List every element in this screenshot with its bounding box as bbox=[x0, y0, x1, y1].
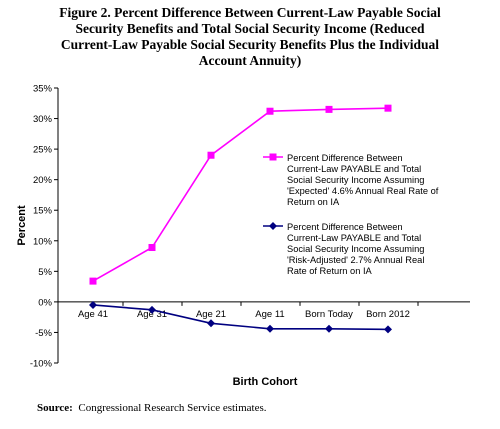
y-tick-label: 25% bbox=[33, 145, 53, 156]
series-line bbox=[92, 304, 389, 331]
figure-title-line: Current-Law Payable Social Security Bene… bbox=[60, 37, 440, 52]
y-tick-label: 35% bbox=[33, 84, 53, 95]
data-point bbox=[325, 105, 333, 113]
y-tick-label: 0% bbox=[38, 297, 52, 308]
y-axis-title: Percent bbox=[16, 205, 28, 246]
data-point bbox=[207, 319, 215, 328]
legend-label: 'Expected' 4.6% Annual Real Rate of bbox=[287, 186, 439, 196]
legend-label: Rate of Return on IA bbox=[287, 266, 373, 276]
y-tick-label: 10% bbox=[33, 236, 53, 247]
y-tick-label: -5% bbox=[35, 328, 52, 339]
source-note: Source: Congressional Research Service e… bbox=[37, 402, 267, 414]
y-tick-label: 20% bbox=[33, 175, 53, 186]
x-tick-label: Age 41 bbox=[78, 309, 108, 320]
legend-label: Social Security Income Assuming bbox=[287, 244, 424, 254]
legend-label: 'Risk-Adjusted' 2.7% Annual Real bbox=[287, 255, 424, 265]
x-tick-label: Born 2012 bbox=[366, 309, 410, 320]
figure-title-line: Figure 2. Percent Difference Between Cur… bbox=[59, 5, 441, 20]
data-point bbox=[325, 324, 333, 333]
series-layer bbox=[89, 104, 392, 334]
x-axis-title: Birth Cohort bbox=[233, 376, 298, 388]
x-tick-label: Age 21 bbox=[196, 309, 226, 320]
y-tick-label: 5% bbox=[38, 267, 52, 278]
x-tick-label: Age 31 bbox=[137, 309, 167, 320]
legend-marker bbox=[269, 153, 277, 161]
y-tick-label: -10% bbox=[30, 359, 53, 370]
x-tick-label: Age 11 bbox=[255, 309, 284, 320]
data-point bbox=[89, 300, 97, 309]
data-point bbox=[384, 104, 392, 112]
legend-label: Current-Law PAYABLE and Total bbox=[287, 164, 421, 174]
data-point bbox=[384, 325, 392, 334]
legend-label: Return on IA bbox=[287, 197, 340, 207]
series-line bbox=[92, 107, 389, 282]
data-point bbox=[266, 107, 274, 115]
data-point bbox=[148, 305, 156, 314]
x-tick-label: Born Today bbox=[305, 309, 353, 320]
data-point bbox=[89, 277, 97, 285]
legend-label: Percent Difference Between bbox=[287, 153, 403, 163]
figure-title: Figure 2. Percent Difference Between Cur… bbox=[20, 5, 480, 69]
data-point bbox=[148, 244, 156, 251]
legend-label: Percent Difference Between bbox=[287, 222, 403, 232]
data-point bbox=[266, 324, 274, 333]
source-label: Source: bbox=[37, 402, 73, 414]
axes: 35% 30% 25% 20% 15% 10% 5% 0% -5% -10% Age 41 Age 3… bbox=[16, 84, 470, 388]
figure-title-line: Account Annuity) bbox=[198, 53, 302, 68]
source-text: Congressional Research Service estimates… bbox=[78, 402, 267, 414]
y-tick-label: 30% bbox=[33, 114, 53, 125]
data-point bbox=[207, 151, 215, 159]
legend-marker bbox=[269, 222, 277, 230]
y-tick-label: 15% bbox=[33, 206, 53, 217]
legend-label: Current-Law PAYABLE and Total bbox=[287, 233, 421, 243]
legend-label: Social Security Income Assuming bbox=[287, 175, 424, 185]
figure-title-line: Security Benefits and Total Social Secur… bbox=[75, 21, 425, 36]
